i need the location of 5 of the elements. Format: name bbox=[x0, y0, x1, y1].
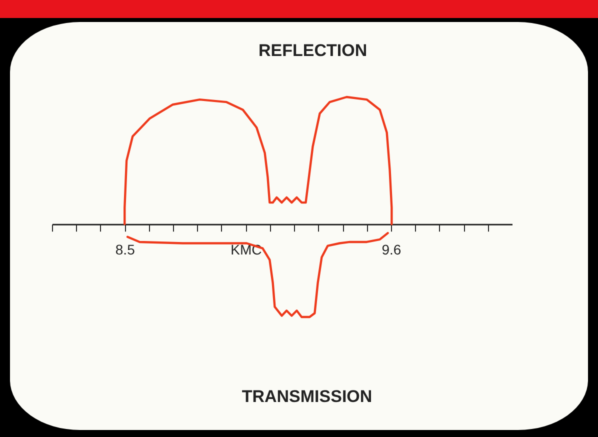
text: TRANSMISSION bbox=[242, 387, 372, 406]
chart-title: REFLECTION bbox=[258, 40, 368, 60]
x-tick-label: KMC bbox=[230, 242, 262, 258]
x-tick-label: 8.5 bbox=[115, 242, 136, 258]
x-tick-label: 9.6 bbox=[382, 242, 402, 258]
